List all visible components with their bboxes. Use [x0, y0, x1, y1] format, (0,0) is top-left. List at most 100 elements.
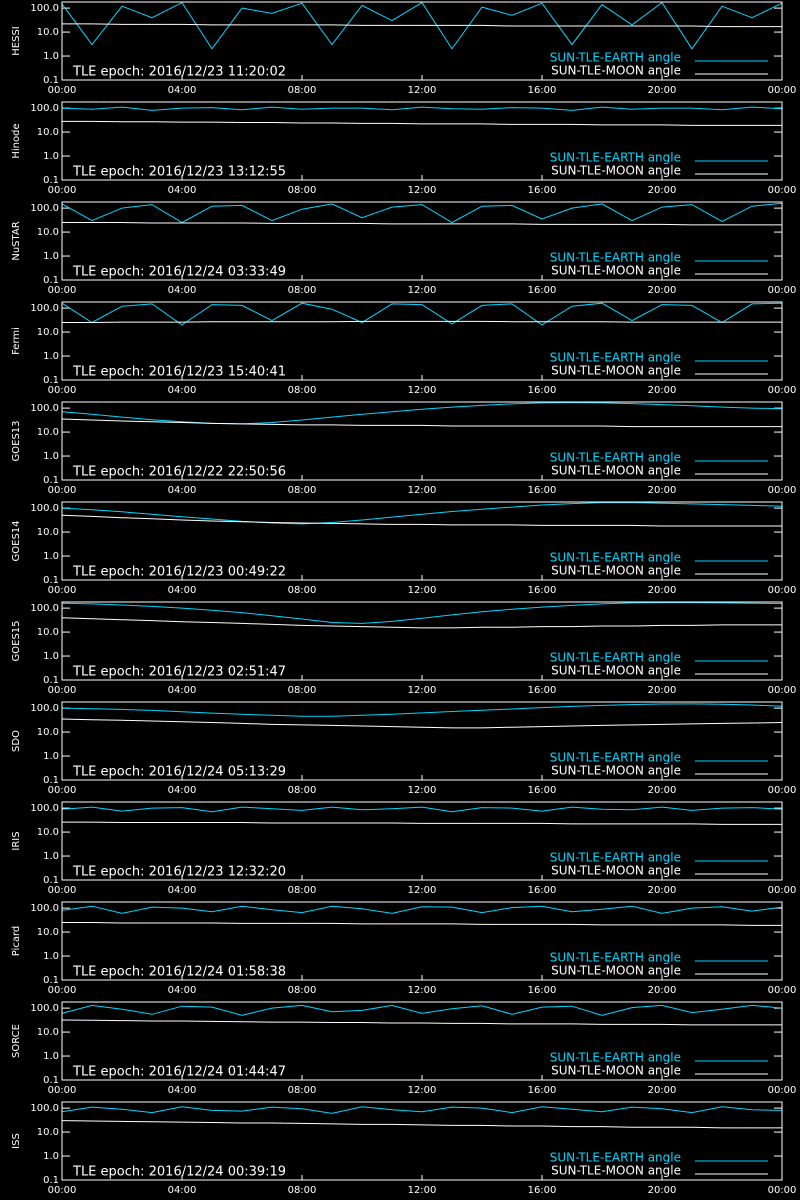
x-tick-label: 00:00 [48, 185, 77, 196]
x-tick-label: 16:00 [528, 185, 557, 196]
legend-label: SUN-TLE-EARTH angle [550, 951, 681, 965]
x-tick-label: 12:00 [408, 585, 437, 596]
series-line [62, 222, 782, 226]
x-tick-label: 16:00 [528, 1185, 557, 1196]
plot-frame [61, 1101, 783, 1181]
x-tick-label: 00:00 [768, 285, 797, 296]
legend-label: SUN-TLE-MOON angle [551, 164, 681, 178]
panel: 0.1 1.0 10.0 100.0 00:00 04:00 08:00 12:00 16:00… [11, 701, 797, 796]
legend-label: SUN-TLE-MOON angle [551, 264, 681, 278]
x-tick-label: 08:00 [288, 685, 317, 696]
x-tick-label: 12:00 [408, 385, 437, 396]
y-tick-label: 0.1 [43, 375, 59, 386]
plot-frame [61, 1001, 783, 1081]
y-tick-label: 100.0 [30, 403, 59, 414]
x-tick-label: 04:00 [168, 985, 197, 996]
y-tick-label: 10.0 [37, 1027, 59, 1038]
y-axis-label: GOES13 [11, 420, 22, 461]
legend-label: SUN-TLE-EARTH angle [550, 1051, 681, 1065]
series-line [61, 302, 783, 326]
x-tick-label: 00:00 [768, 785, 797, 796]
y-tick-label: 1.0 [43, 551, 59, 562]
annotation: TLE epoch: 2016/12/23 12:32:20 [72, 865, 286, 880]
plot-frame [61, 701, 783, 781]
x-tick-label: 16:00 [528, 385, 557, 396]
x-tick-label: 00:00 [768, 1185, 797, 1196]
annotation: TLE epoch: 2016/12/24 05:13:29 [72, 765, 286, 780]
y-tick-label: 1.0 [43, 1051, 59, 1062]
x-tick-label: 12:00 [408, 685, 437, 696]
y-tick-label: 1.0 [43, 451, 59, 462]
y-tick-label: 100.0 [30, 1103, 59, 1114]
y-axis-label: HESSI [11, 26, 22, 55]
legend-label: SUN-TLE-MOON angle [551, 464, 681, 478]
y-tick-label: 100.0 [30, 703, 59, 714]
annotation: TLE epoch: 2016/12/24 03:33:49 [72, 265, 286, 280]
y-axis-label: ISS [11, 1133, 22, 1149]
x-tick-label: 12:00 [408, 1185, 437, 1196]
y-tick-label: 0.1 [43, 875, 59, 886]
panel: 0.1 1.0 10.0 100.0 00:00 04:00 08:00 12:00 16:00… [11, 201, 797, 296]
y-axis-label: GOES14 [11, 520, 22, 561]
x-tick-label: 20:00 [648, 1185, 677, 1196]
y-tick-label: 100.0 [30, 303, 59, 314]
x-tick-label: 08:00 [288, 585, 317, 596]
x-tick-label: 12:00 [408, 485, 437, 496]
series-line [61, 806, 783, 813]
y-tick-label: 10.0 [37, 27, 59, 38]
legend-label: SUN-TLE-MOON angle [551, 964, 681, 978]
x-tick-label: 16:00 [528, 885, 557, 896]
x-tick-label: 16:00 [528, 985, 557, 996]
y-tick-label: 100.0 [30, 1003, 59, 1014]
x-tick-label: 16:00 [528, 585, 557, 596]
x-tick-label: 00:00 [48, 585, 77, 596]
panel: 0.1 1.0 10.0 100.0 00:00 04:00 08:00 12:00 16:00… [11, 1101, 797, 1196]
legend-label: SUN-TLE-EARTH angle [550, 51, 681, 65]
series-line [61, 905, 783, 914]
series-line [61, 1004, 783, 1016]
legend-label: SUN-TLE-MOON angle [551, 864, 681, 878]
series-line [61, 502, 783, 525]
x-tick-label: 04:00 [168, 285, 197, 296]
y-tick-label: 0.1 [43, 75, 59, 86]
y-tick-label: 10.0 [37, 127, 59, 138]
series-line [62, 922, 782, 926]
panel: 0.1 1.0 10.0 100.0 00:00 04:00 08:00 12:00 16:00… [11, 901, 796, 996]
y-tick-label: 0.1 [43, 1075, 59, 1086]
x-tick-label: 04:00 [168, 685, 197, 696]
panel: 0.1 1.0 10.0 100.0 00:00 04:00 08:00 12:00 16:00… [11, 401, 796, 496]
x-tick-label: 00:00 [48, 685, 77, 696]
x-tick-label: 00:00 [768, 185, 797, 196]
y-tick-label: 1.0 [43, 251, 59, 262]
y-tick-label: 1.0 [43, 851, 59, 862]
x-tick-label: 08:00 [288, 785, 317, 796]
y-tick-label: 10.0 [37, 427, 59, 438]
annotation: TLE epoch: 2016/12/23 02:51:47 [72, 665, 286, 680]
y-axis-label: Hinode [11, 123, 22, 158]
y-tick-label: 1.0 [43, 751, 59, 762]
y-axis-label: NuSTAR [11, 221, 22, 260]
annotation: TLE epoch: 2016/12/23 15:40:41 [72, 365, 286, 380]
legend-label: SUN-TLE-EARTH angle [550, 151, 681, 165]
series-line [61, 617, 782, 629]
plot-frame [61, 301, 783, 381]
x-tick-label: 00:00 [768, 685, 797, 696]
x-tick-label: 20:00 [648, 185, 677, 196]
plot-frame [61, 501, 783, 581]
x-tick-label: 16:00 [528, 685, 557, 696]
y-tick-label: 1.0 [43, 51, 59, 62]
x-tick-label: 00:00 [48, 1185, 77, 1196]
legend-label: SUN-TLE-EARTH angle [550, 551, 681, 565]
x-tick-label: 00:00 [48, 1085, 77, 1096]
y-tick-label: 0.1 [43, 475, 59, 486]
legend-label: SUN-TLE-MOON angle [551, 364, 681, 378]
series-line [61, 1106, 783, 1114]
x-tick-label: 12:00 [408, 185, 437, 196]
annotation: TLE epoch: 2016/12/24 01:44:47 [72, 1065, 286, 1080]
y-tick-label: 0.1 [43, 975, 59, 986]
x-tick-label: 12:00 [408, 1085, 437, 1096]
y-tick-label: 100.0 [30, 903, 59, 914]
series-line [61, 718, 783, 729]
series-line [62, 120, 782, 126]
series-line [61, 1120, 782, 1129]
